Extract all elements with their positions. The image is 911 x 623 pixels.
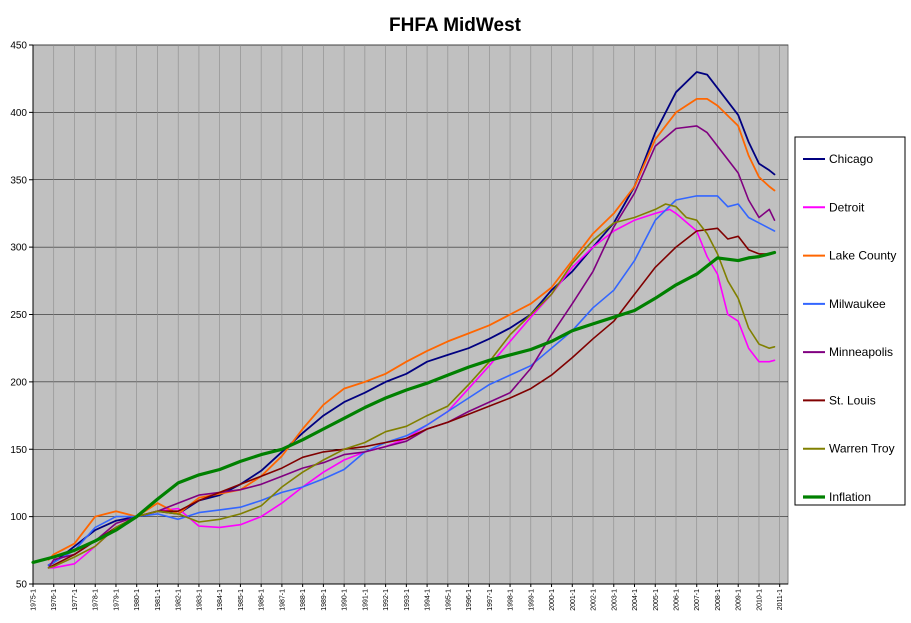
y-tick-label: 100 bbox=[10, 512, 27, 523]
x-tick-label: 1980-1 bbox=[134, 589, 141, 611]
legend-label-lake-county: Lake County bbox=[829, 249, 896, 263]
x-tick-label: 1994-1 bbox=[425, 589, 432, 611]
x-tick-label: 1977-1 bbox=[72, 589, 79, 611]
x-tick-label: 1992-1 bbox=[383, 589, 390, 611]
y-tick-label: 250 bbox=[10, 310, 27, 321]
x-tick-label: 2005-1 bbox=[653, 589, 660, 611]
x-tick-label: 1985-1 bbox=[238, 589, 245, 611]
x-tick-label: 1993-1 bbox=[404, 589, 411, 611]
x-tick-label: 2009-1 bbox=[736, 589, 743, 611]
x-tick-label: 1984-1 bbox=[217, 589, 224, 611]
x-tick-label: 1999-1 bbox=[528, 589, 535, 611]
x-tick-label: 2010-1 bbox=[756, 589, 763, 611]
x-tick-label: 1988-1 bbox=[300, 589, 307, 611]
plot-area: 50 100 150 200 250 300 350 400 450 1975-1 1976-1 19… bbox=[10, 41, 789, 611]
x-tick-label: 1998-1 bbox=[508, 589, 515, 611]
series-line-inflation bbox=[31, 250, 777, 565]
x-tick-label: 1986-1 bbox=[259, 589, 266, 611]
x-tick-label: 1981-1 bbox=[155, 589, 162, 611]
y-tick-label: 350 bbox=[10, 175, 27, 186]
y-tick-label: 300 bbox=[10, 243, 27, 254]
x-tick-label: 1978-1 bbox=[93, 589, 100, 611]
x-tick-label: 1995-1 bbox=[445, 589, 452, 611]
x-tick-label: 2008-1 bbox=[715, 589, 722, 611]
series-line-milwaukee bbox=[47, 195, 776, 566]
x-tick-label: 2001-1 bbox=[570, 589, 577, 611]
x-tick-label: 2000-1 bbox=[549, 589, 556, 611]
x-tick-label: 1983-1 bbox=[196, 589, 203, 611]
legend-label-minneapolis: Minneapolis bbox=[829, 345, 893, 359]
x-tick-label: 2006-1 bbox=[673, 589, 680, 611]
legend-label-chicago: Chicago bbox=[829, 152, 873, 166]
x-tick-label: 1979-1 bbox=[113, 589, 120, 611]
x-tick-label: 2003-1 bbox=[611, 589, 618, 611]
y-tick-label: 50 bbox=[16, 580, 28, 591]
legend-label-inflation: Inflation bbox=[829, 490, 871, 504]
series-line-detroit bbox=[47, 208, 776, 569]
legend-label-milwaukee: Milwaukee bbox=[829, 297, 886, 311]
series-line-warren-troy bbox=[47, 203, 776, 569]
x-tick-label: 1989-1 bbox=[321, 589, 328, 611]
y-tick-label: 150 bbox=[10, 445, 27, 456]
series-line-st-louis bbox=[47, 227, 776, 569]
x-tick-label: 1976-1 bbox=[51, 589, 58, 611]
legend-label-detroit: Detroit bbox=[829, 200, 865, 214]
chart-title: FHFA MidWest bbox=[389, 15, 522, 36]
series-line-lake-county bbox=[47, 98, 776, 561]
x-tick-label: 1991-1 bbox=[362, 589, 369, 611]
legend-label-st-louis: St. Louis bbox=[829, 393, 876, 407]
y-tick-label: 200 bbox=[10, 377, 27, 388]
x-tick-label: 2004-1 bbox=[632, 589, 639, 611]
y-tick-label: 450 bbox=[10, 41, 27, 52]
x-tick-label: 2007-1 bbox=[694, 589, 701, 611]
x-tick-label: 2002-1 bbox=[591, 589, 598, 611]
x-tick-label: 1982-1 bbox=[176, 589, 183, 611]
legend-box bbox=[794, 136, 906, 506]
x-tick-label: 1975-1 bbox=[31, 589, 38, 611]
y-tick-label: 400 bbox=[10, 108, 27, 119]
x-tick-label: 1987-1 bbox=[279, 589, 286, 611]
x-tick-label: 2011-1 bbox=[777, 589, 784, 610]
x-tick-label: 1997-1 bbox=[487, 589, 494, 611]
x-tick-label: 1990-1 bbox=[342, 589, 349, 611]
legend: Chicago Detroit Lake County Milwaukee Minnea… bbox=[794, 136, 906, 506]
x-tick-label: 1996-1 bbox=[466, 589, 473, 611]
legend-label-warren-troy: Warren Troy bbox=[829, 442, 895, 456]
